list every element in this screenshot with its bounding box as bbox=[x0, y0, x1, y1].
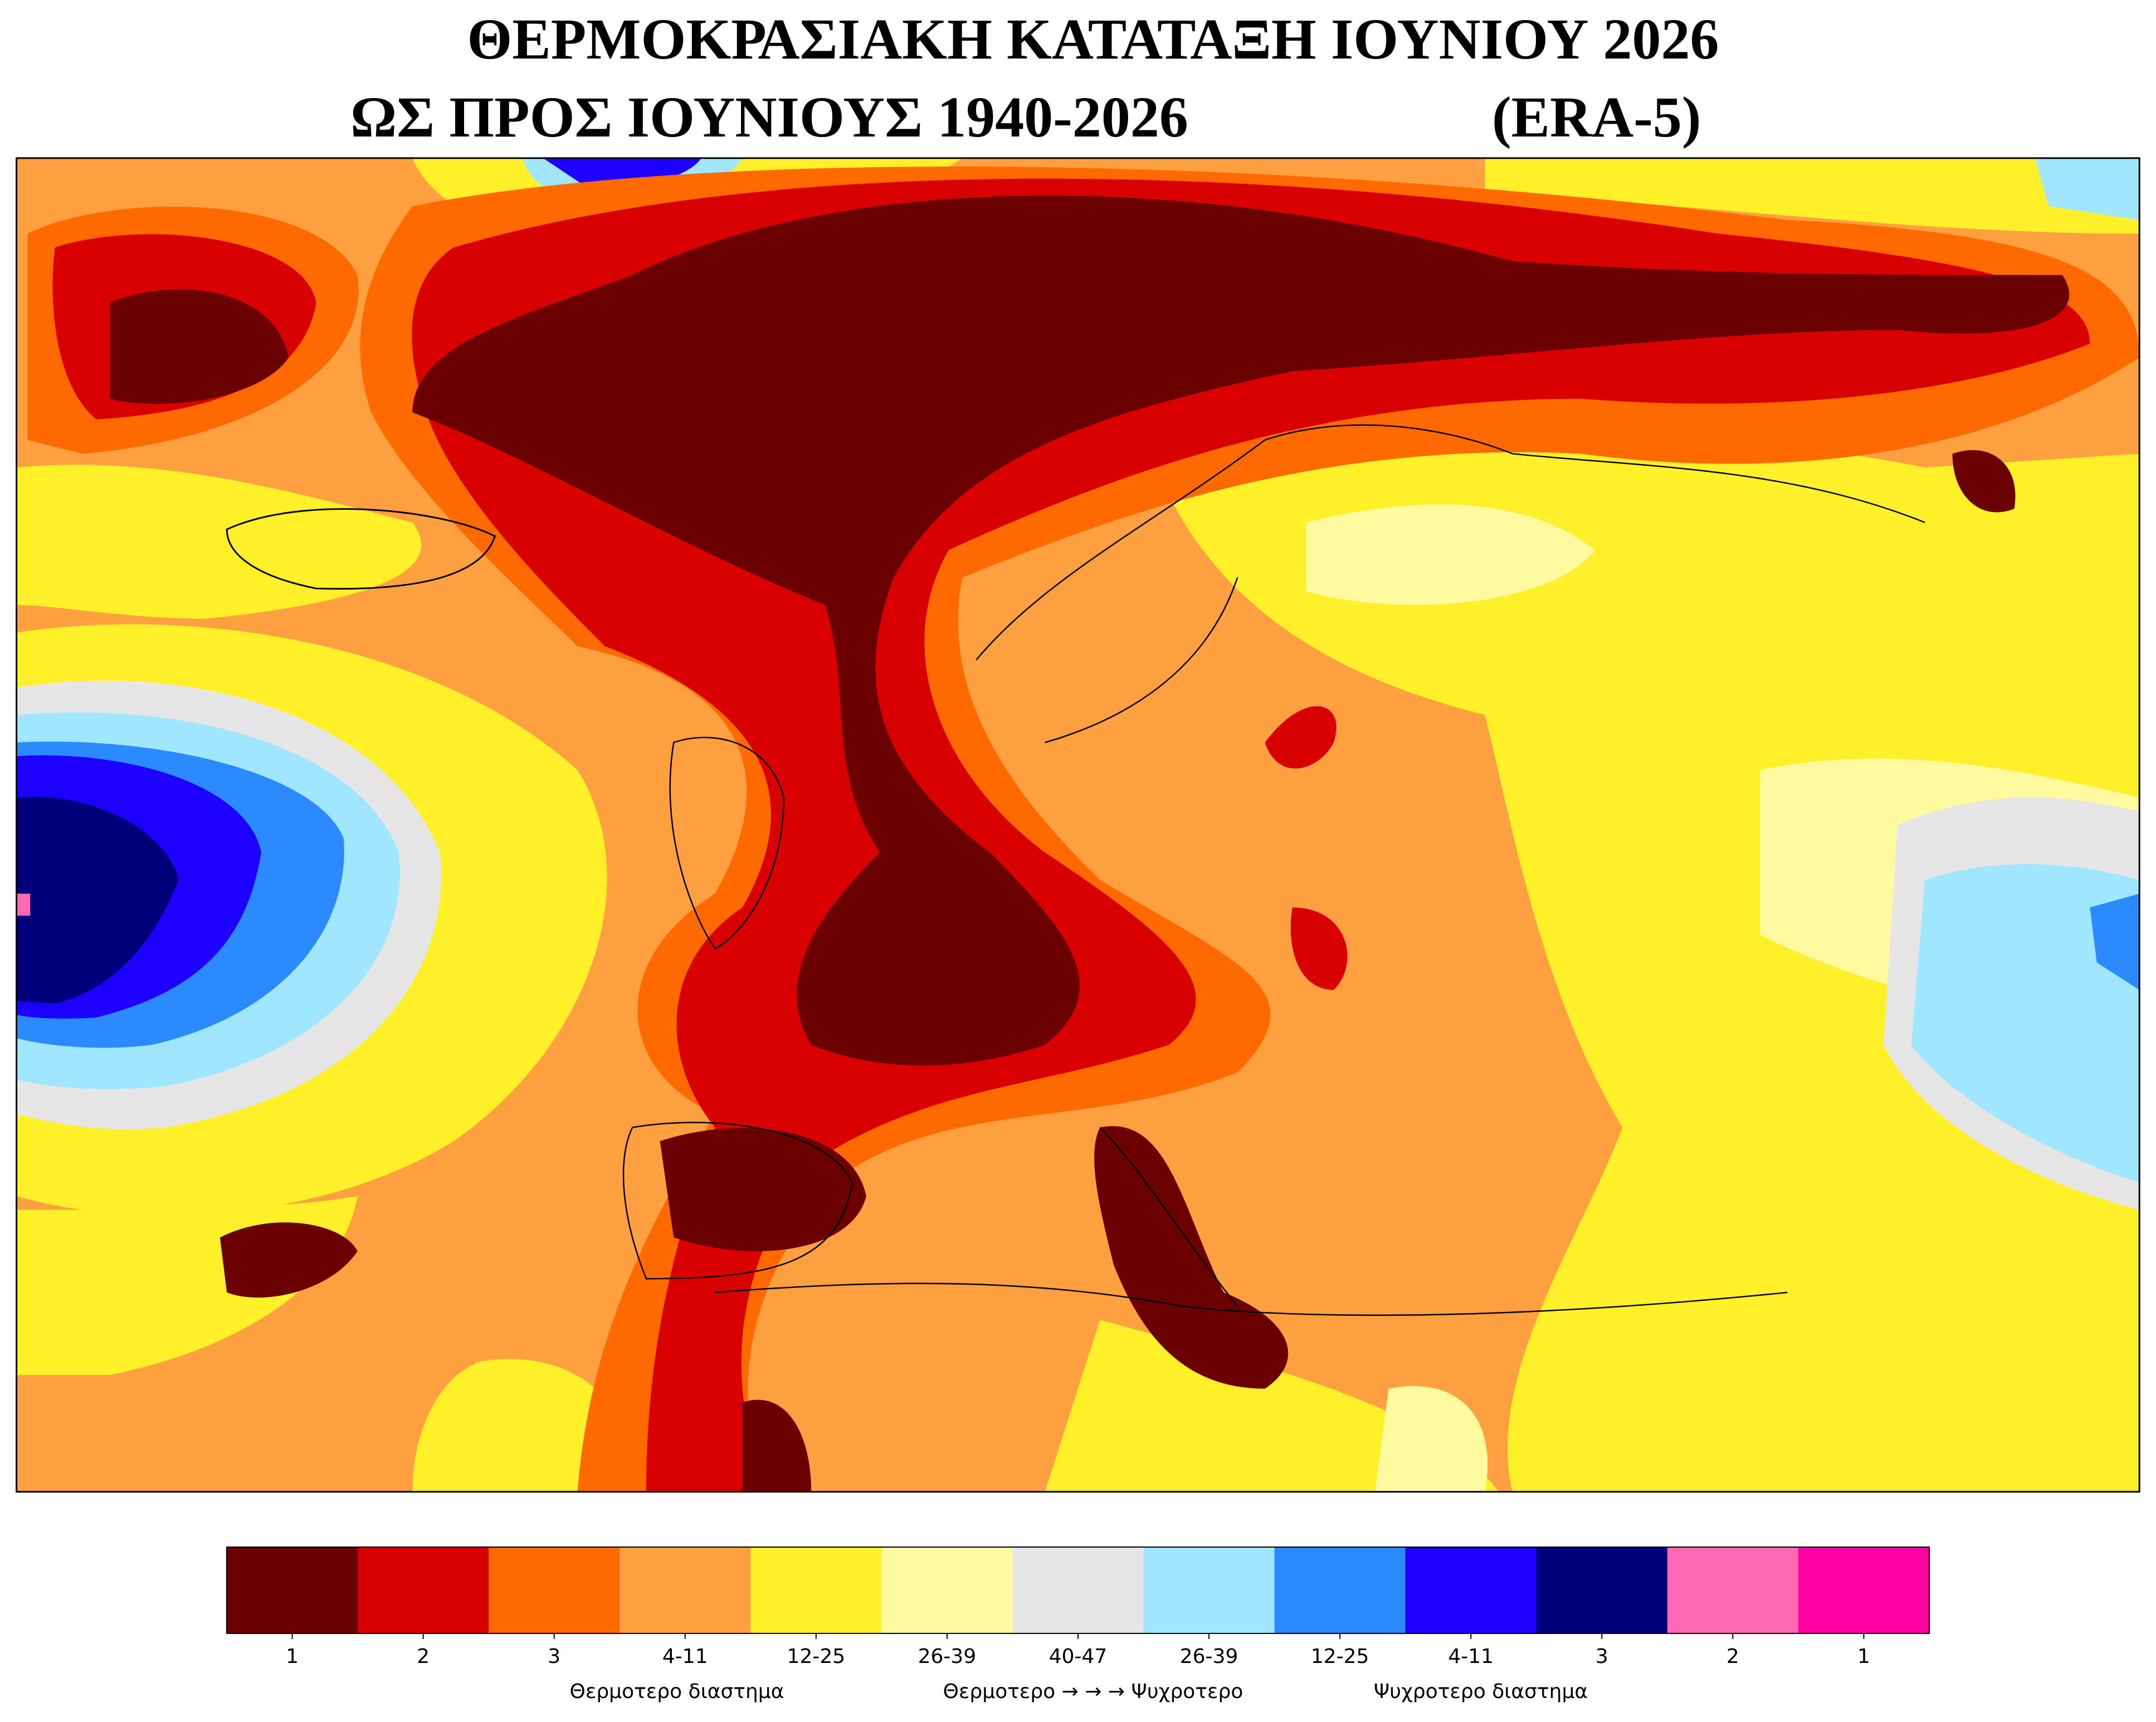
colorbar-label: 12-25 bbox=[787, 1645, 846, 1668]
field-patch bbox=[2035, 158, 2140, 220]
colorbar: 1 2 3 4-11 12-25 26-39 40-47 26-39 12-25 4-11 3 2 1 Θ… bbox=[226, 1547, 1930, 1703]
colorbar-label: 2 bbox=[417, 1645, 430, 1668]
colorbar-swatch bbox=[358, 1547, 489, 1633]
field-patch bbox=[412, 196, 2070, 1066]
colorbar-swatch bbox=[227, 1547, 358, 1633]
colorbar-caption: Θερμοτερο → → → Ψυχροτερο bbox=[943, 1680, 1243, 1703]
field-patch bbox=[16, 796, 179, 1004]
colorbar-swatch bbox=[489, 1547, 620, 1633]
field-patch bbox=[110, 289, 289, 404]
colorbar-swatch bbox=[620, 1547, 751, 1633]
title-line-1: ΘΕΡΜΟΚΡΑΣΙΑΚΗ ΚΑΤΑΤΑΞΗ ΙΟΥΝΙΟΥ 2026 bbox=[467, 7, 1719, 71]
field-patch bbox=[742, 1399, 812, 1492]
colorbar-swatch bbox=[1667, 1547, 1799, 1633]
field-patch bbox=[1952, 450, 2016, 513]
field-patch bbox=[660, 1128, 866, 1251]
coastline bbox=[975, 424, 1925, 743]
coastline bbox=[715, 1126, 1788, 1316]
coastline bbox=[226, 508, 496, 590]
field-patch bbox=[1168, 437, 2140, 1492]
colorbar-label: 2 bbox=[1726, 1645, 1739, 1668]
map-frame bbox=[16, 157, 2140, 1493]
colorbar-swatch bbox=[881, 1547, 1013, 1633]
colorbar-caption: Ψυχροτερο διαστημα bbox=[1374, 1680, 1588, 1703]
field-patch bbox=[1265, 706, 1336, 769]
colorbar-swatch bbox=[1405, 1547, 1537, 1633]
colorbar-label: 26-39 bbox=[1180, 1645, 1238, 1668]
field-patch bbox=[1290, 907, 1348, 990]
colorbar-swatch bbox=[1012, 1547, 1144, 1633]
field-patch bbox=[1374, 1386, 1488, 1492]
coastline bbox=[669, 736, 784, 950]
colorbar-label: 12-25 bbox=[1311, 1645, 1369, 1668]
title-source: (ERA-5) bbox=[1492, 85, 1701, 149]
colorbar-swatch bbox=[1798, 1547, 1930, 1633]
map bbox=[16, 157, 2140, 1493]
field-patch bbox=[1911, 864, 2140, 1183]
field-patch bbox=[219, 1222, 358, 1298]
colorbar-label: 1 bbox=[1857, 1645, 1870, 1668]
map-field bbox=[16, 158, 2140, 1492]
field-patch bbox=[1306, 504, 1595, 605]
field-patch bbox=[16, 465, 422, 619]
colorbar-label: 4-11 bbox=[1448, 1645, 1494, 1668]
colorbar-label: 4-11 bbox=[662, 1645, 708, 1668]
colorbar-swatch bbox=[750, 1547, 882, 1633]
colorbar-label: 26-39 bbox=[918, 1645, 977, 1668]
colorbar-caption: Θερμοτερο διαστημα bbox=[570, 1680, 784, 1703]
colorbar-label: 3 bbox=[1596, 1645, 1608, 1668]
colorbar-label: 1 bbox=[286, 1645, 299, 1668]
field-patch bbox=[2090, 894, 2140, 990]
field-patch bbox=[1094, 1126, 1289, 1389]
colorbar-swatch bbox=[1143, 1547, 1275, 1633]
coastline bbox=[622, 1121, 853, 1280]
colorbar-label: 3 bbox=[548, 1645, 560, 1668]
colorbar-swatch bbox=[1274, 1547, 1406, 1633]
title-line-2: ΩΣ ΠΡΟΣ ΙΟΥΝΙΟΥΣ 1940-2026 bbox=[350, 85, 1188, 149]
field-patch bbox=[16, 894, 31, 916]
colorbar-swatch bbox=[1536, 1547, 1668, 1633]
colorbar-frame bbox=[226, 1547, 1930, 1634]
field-patch bbox=[1485, 158, 2140, 234]
colorbar-label: 40-47 bbox=[1049, 1645, 1108, 1668]
